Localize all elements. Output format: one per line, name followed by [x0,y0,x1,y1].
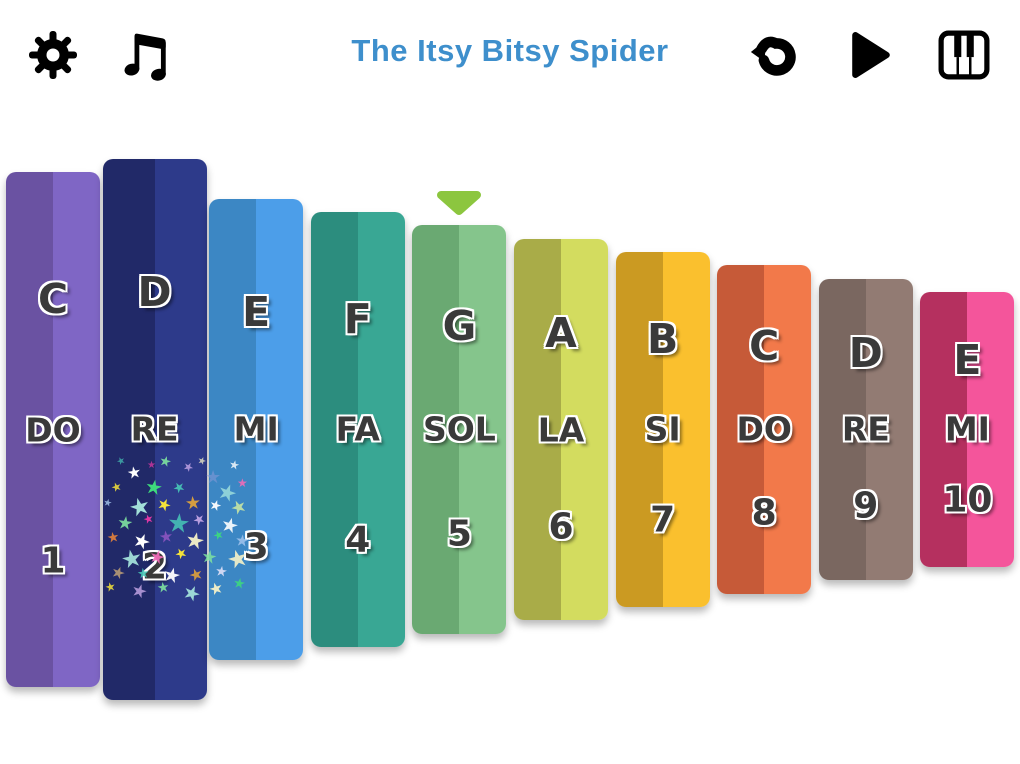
bar-number-label: 6 [548,506,574,548]
bar-number-label: 8 [751,492,777,534]
bar-solfege-label: DO [25,410,81,449]
xylophone-bar[interactable]: B SI 7 [615,252,710,607]
bar-number-label: 10 [942,479,993,521]
bar-number-label: 5 [446,513,472,555]
bar-number-label: 3 [243,526,269,568]
song-title: The Itsy Bitsy Spider [351,33,669,68]
xylophone-bar[interactable]: E MI 10 [920,292,1015,567]
xylophone-bar[interactable]: C DO 8 [717,265,812,594]
active-note-marker [436,191,482,215]
bar-note-letter: C [37,274,69,323]
bar-number-label: 4 [345,519,371,561]
xylophone-bar[interactable]: D RE 9 [818,278,913,581]
xylophone-bar[interactable]: E MI 3 [209,198,304,661]
bar-note-letter: A [545,308,577,357]
piano-keys-icon [938,30,990,80]
keyboard-button[interactable] [938,30,990,80]
bar-solfege-label: SOL [422,409,496,449]
bar-solfege-label: RE [130,409,179,449]
bar-note-letter: C [749,322,780,371]
settings-button[interactable] [29,31,77,79]
bar-solfege-label: FA [335,409,380,449]
undo-arrow-icon [748,25,802,81]
restart-button[interactable] [748,25,802,81]
music-note-icon [121,29,173,81]
bar-note-letter: F [343,295,372,344]
bar-number-label: 2 [142,546,168,588]
bar-note-letter: E [953,335,982,384]
song-button[interactable] [121,29,173,81]
bar-solfege-label: LA [537,410,585,449]
gear-icon [29,31,77,79]
xylophone-bar[interactable]: D RE 2 [102,159,207,700]
xylophone-bar[interactable]: C DO 1 [6,172,100,687]
bar-number-label: 1 [40,540,66,582]
bar-number-label: 9 [853,485,879,527]
bar-note-letter: B [646,315,679,364]
bar-note-letter: D [848,328,883,377]
play-icon [850,31,892,79]
xylophone-bar[interactable]: F FA 4 [310,212,405,647]
bar-solfege-label: MI [233,409,279,449]
xylophone-bar[interactable]: G SOL 5 [412,225,507,634]
bar-solfege-label: RE [841,409,890,449]
toolbar: The Itsy Bitsy Spider [0,0,1020,100]
bar-solfege-label: DO [736,409,792,449]
bar-note-letter: D [137,268,172,317]
play-button[interactable] [850,31,892,79]
bar-note-letter: G [442,301,477,350]
bar-note-letter: E [242,288,271,337]
bar-solfege-label: SI [644,409,681,449]
xylophone-bar[interactable]: A LA 6 [514,238,608,621]
bar-number-label: 7 [650,499,676,541]
bar-solfege-label: MI [944,409,990,449]
